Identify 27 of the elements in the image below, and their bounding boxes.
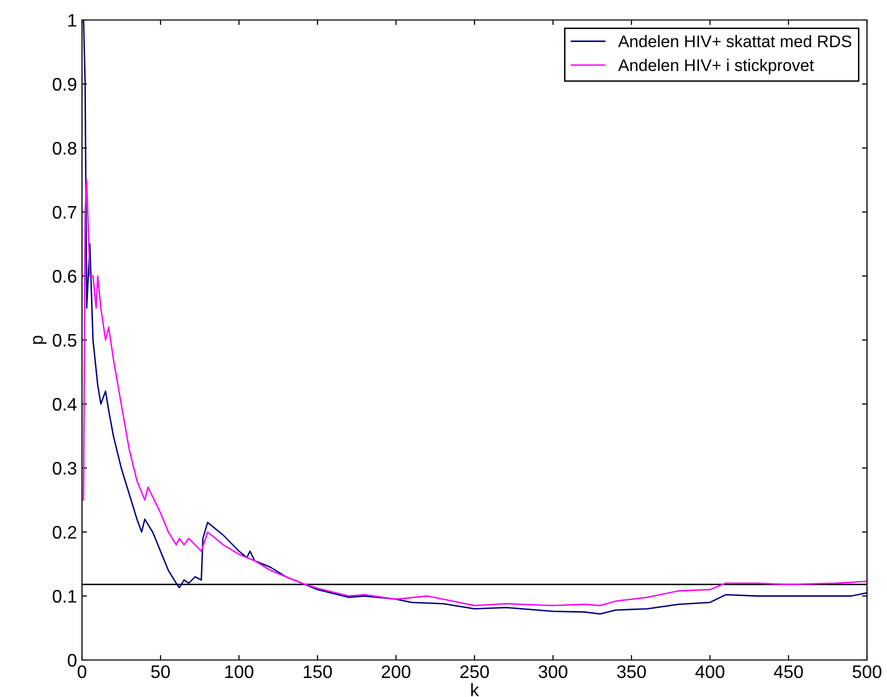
x-tick-label: 400 [695, 665, 724, 678]
x-tick-label: 300 [538, 665, 568, 678]
x-tick-label: 0 [78, 665, 86, 678]
x-tick-label: 350 [617, 665, 646, 678]
y-axis-title: p [33, 336, 46, 344]
x-tick-label: 50 [151, 665, 170, 678]
y-tick-label: 0.2 [52, 526, 76, 539]
y-tick-label: 0.3 [52, 462, 76, 475]
line-series [82, 179, 867, 606]
y-tick-label: 0.1 [52, 590, 76, 603]
y-tick-label: 0.8 [52, 142, 76, 155]
y-tick-label: 0.4 [52, 398, 77, 411]
x-tick-label: 200 [382, 665, 410, 678]
y-tick-label: 0.6 [52, 270, 76, 283]
y-tick-label: 0.7 [52, 206, 76, 219]
y-tick-label: 0 [68, 654, 76, 667]
legend-label: Andelen HIV+ skattat med RDS [618, 35, 852, 48]
legend-label: Andelen HIV+ i stickprovet [618, 58, 814, 74]
x-tick-label: 150 [304, 665, 332, 678]
x-tick-label: 250 [460, 665, 489, 678]
x-tick-label: 450 [774, 665, 803, 678]
x-axis-title: k [471, 683, 480, 696]
y-tick-label: 1 [68, 14, 76, 27]
y-tick-label: 0.9 [52, 78, 76, 91]
x-tick-label: 100 [225, 665, 254, 678]
y-tick-label: 0.5 [52, 334, 76, 347]
x-tick-label: 500 [852, 665, 882, 678]
